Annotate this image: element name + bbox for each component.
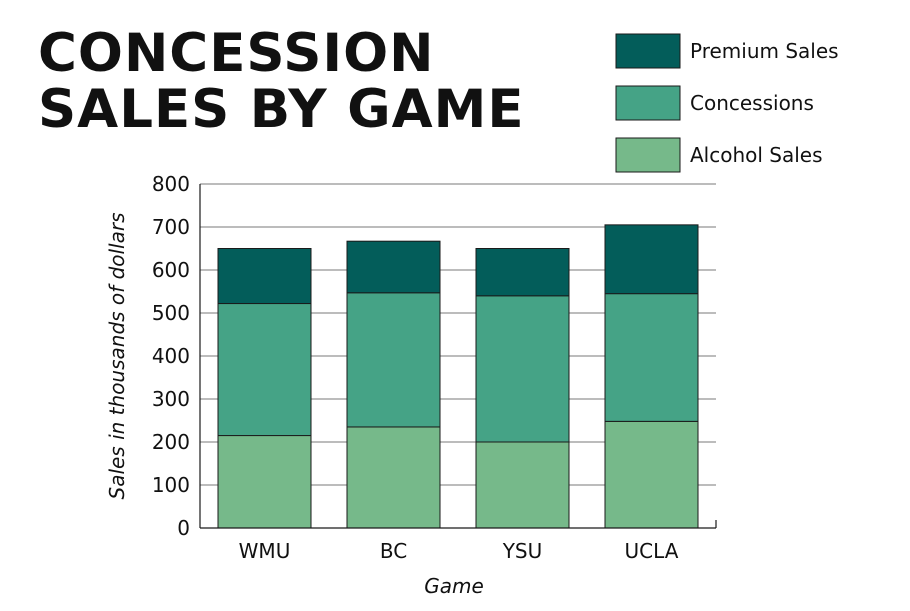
bar-ucla-concessions: [604, 293, 699, 422]
bar-wmu-concessions: [217, 303, 312, 437]
y-tick-label-400: 400: [152, 344, 190, 368]
y-tick-label-500: 500: [152, 301, 190, 325]
bar-ysu-concessions: [475, 295, 570, 443]
x-axis-title: Game: [424, 574, 484, 598]
bar-ucla-alcohol-sales: [604, 420, 699, 529]
y-tick-label-700: 700: [152, 215, 190, 239]
bar-wmu-premium-sales: [217, 248, 312, 305]
y-tick-label-600: 600: [152, 258, 190, 282]
legend-swatch-concessions: [615, 85, 681, 121]
chart-title-line-2: SALES BY GAME: [38, 79, 525, 140]
y-tick-label-200: 200: [152, 430, 190, 454]
bar-wmu-alcohol-sales: [217, 435, 312, 529]
y-tick-label-800: 800: [152, 172, 190, 196]
y-tick-labels: 0 100 200 300 400 500 600 700 800: [152, 172, 190, 540]
bar-ysu-premium-sales: [475, 248, 570, 297]
axes: [199, 184, 717, 529]
legend-label-premium-sales: Premium Sales: [690, 39, 839, 63]
legend: Premium Sales Concessions Alcohol Sales: [615, 33, 839, 173]
chart-title-line-1: CONCESSION: [38, 23, 435, 84]
x-tick-label-ysu: YSU: [502, 539, 543, 563]
bar-bc-concessions: [346, 292, 441, 428]
x-tick-label-bc: BC: [380, 539, 407, 563]
legend-label-concessions: Concessions: [690, 91, 814, 115]
x-tick-label-ucla: UCLA: [625, 539, 679, 563]
y-axis-title: Sales in thousands of dollars: [105, 212, 129, 499]
legend-swatch-alcohol-sales: [615, 137, 681, 173]
bar-ucla-premium-sales: [604, 224, 699, 295]
bars: [217, 224, 699, 529]
bar-ysu-alcohol-sales: [475, 441, 570, 529]
bar-bc-premium-sales: [346, 240, 441, 294]
y-tick-label-300: 300: [152, 387, 190, 411]
y-tick-label-100: 100: [152, 473, 190, 497]
bar-bc-alcohol-sales: [346, 426, 441, 529]
legend-swatch-premium-sales: [615, 33, 681, 69]
legend-label-alcohol-sales: Alcohol Sales: [690, 143, 823, 167]
x-tick-label-wmu: WMU: [239, 539, 291, 563]
chart-title: CONCESSION SALES BY GAME: [38, 26, 525, 138]
x-category-labels: WMU BC YSU UCLA: [239, 539, 679, 563]
y-tick-label-0: 0: [177, 516, 190, 540]
